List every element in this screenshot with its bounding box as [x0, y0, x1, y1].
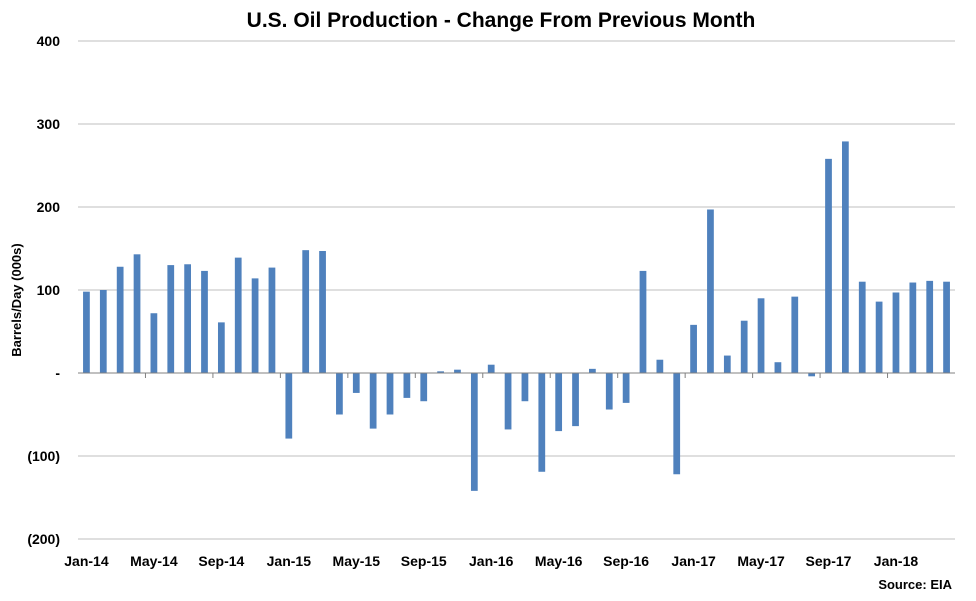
x-tick-label: Jan-14	[64, 553, 109, 569]
bar	[352, 373, 360, 393]
bar	[842, 141, 849, 373]
x-tick-label: May-16	[535, 553, 583, 569]
y-axis-label: Barrels/Day (000s)	[9, 243, 24, 356]
y-tick-label: 300	[37, 116, 61, 132]
x-axis: Jan-14 May-14 Sep-14 Jan-15 May-15 Sep-15 Jan-…	[64, 372, 955, 569]
bar	[926, 280, 934, 373]
bar	[572, 373, 579, 427]
bar	[892, 292, 900, 373]
bar	[201, 270, 208, 373]
bar	[605, 373, 613, 410]
bar	[639, 270, 647, 373]
bar	[707, 209, 714, 373]
bar	[83, 291, 90, 373]
bar	[217, 322, 225, 373]
x-tick-label: Jan-17	[671, 553, 716, 569]
bar	[116, 266, 124, 373]
bar	[740, 320, 748, 373]
bar	[825, 158, 832, 373]
bar	[302, 250, 310, 373]
x-tick-label: Sep-14	[198, 553, 244, 569]
bar	[538, 373, 546, 472]
bar	[386, 373, 394, 415]
bar	[589, 368, 596, 373]
x-tick-label: May-17	[737, 553, 785, 569]
bar	[808, 373, 816, 377]
bars	[83, 141, 950, 491]
bar	[858, 281, 866, 373]
bar	[875, 301, 883, 373]
y-tick-label: (100)	[27, 448, 60, 464]
bar	[133, 254, 141, 373]
bar	[723, 355, 731, 373]
bar	[319, 250, 326, 373]
y-tick-label: (200)	[27, 531, 60, 547]
bar	[673, 373, 681, 475]
bar	[285, 373, 293, 439]
bar	[470, 373, 478, 491]
y-tick-label: 200	[37, 199, 61, 215]
bar	[437, 371, 444, 373]
x-tick-label: May-14	[130, 553, 178, 569]
bar	[184, 264, 191, 373]
x-tick-label: Jan-18	[874, 553, 919, 569]
bar	[99, 290, 107, 373]
bar	[268, 267, 276, 373]
bar	[622, 373, 630, 403]
bar	[504, 373, 512, 430]
x-tick-label: Sep-16	[603, 553, 649, 569]
bar	[943, 281, 950, 373]
bar	[403, 373, 411, 398]
bar	[791, 296, 799, 373]
bar	[454, 369, 461, 373]
y-tick-label: -	[55, 365, 60, 381]
bar	[251, 278, 259, 373]
bar	[521, 373, 529, 402]
bar	[656, 359, 664, 373]
bar	[487, 364, 495, 373]
x-tick-label: Sep-15	[401, 553, 447, 569]
bar	[234, 257, 242, 373]
source-note: Source: EIA	[878, 577, 952, 592]
bar	[909, 282, 917, 373]
y-tick-label: 100	[37, 282, 61, 298]
bar	[757, 298, 765, 373]
chart-title: U.S. Oil Production - Change From Previo…	[247, 9, 756, 32]
gridlines	[78, 40, 955, 540]
x-tick-label: Jan-16	[469, 553, 514, 569]
bar	[690, 324, 697, 373]
bar	[336, 373, 343, 415]
bar	[369, 373, 377, 429]
bar	[167, 265, 175, 373]
bar	[774, 362, 782, 373]
bar	[555, 373, 563, 432]
bar	[150, 313, 158, 373]
x-tick-label: May-15	[333, 553, 381, 569]
bar	[420, 373, 428, 402]
y-axis-ticks: 400 300 200 100 - (100) (200)	[27, 33, 60, 547]
x-tick-label: Jan-15	[267, 553, 312, 569]
y-tick-label: 400	[37, 33, 61, 49]
x-tick-label: Sep-17	[806, 553, 852, 569]
